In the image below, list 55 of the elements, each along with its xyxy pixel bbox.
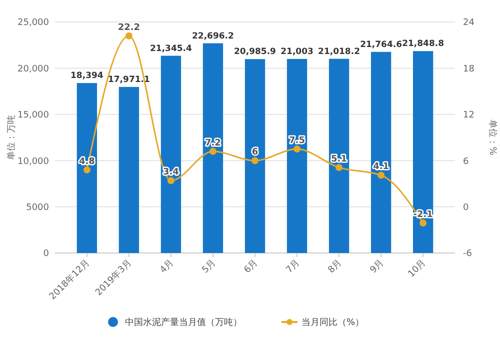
y-tick-label: 10,000 <box>18 156 50 167</box>
data-label: 6 <box>252 148 258 158</box>
x-tick-label: 5月 <box>200 258 218 276</box>
y2-tick-label: -6 <box>463 249 472 260</box>
data-label: 21,018.2 <box>318 46 360 57</box>
bar <box>202 43 224 253</box>
data-label: 22.2 <box>118 22 140 33</box>
y2-tick-label: 24 <box>463 18 475 28</box>
x-tick-label: 4月 <box>158 258 176 276</box>
y-tick-label: 5000 <box>26 202 50 213</box>
data-label: 21,345.4 <box>150 44 192 54</box>
bar <box>286 58 308 253</box>
point <box>336 164 343 172</box>
y-axis-title: 单位：万吨 <box>6 115 17 160</box>
data-label: 22,696.2 <box>192 31 234 42</box>
bar <box>76 83 98 253</box>
bar <box>412 51 434 253</box>
x-tick-label: 10月 <box>406 258 428 280</box>
y2-axis-title: 单位：% <box>487 120 498 156</box>
data-label: 18,394 <box>70 71 104 82</box>
bar <box>328 58 350 253</box>
point <box>125 32 132 40</box>
y2-tick-label: 0 <box>463 202 469 213</box>
x-tick-label: 9月 <box>368 258 386 276</box>
y2-tick-label: 6 <box>463 156 469 167</box>
bar <box>370 52 392 253</box>
point <box>378 172 385 179</box>
data-label: 7.5 <box>289 136 305 146</box>
point <box>420 219 427 226</box>
legend-label: 中国水泥产量当月值（万吨） <box>125 317 242 328</box>
data-label: 7.2 <box>205 138 221 148</box>
bar <box>160 56 182 253</box>
data-label: 21,764.6 <box>360 40 402 50</box>
x-tick-label: 8月 <box>326 258 344 276</box>
x-tick-label: 7月 <box>284 258 302 276</box>
bar <box>244 59 266 253</box>
y-tick-label: 15,000 <box>18 110 50 121</box>
data-label: 4.1 <box>373 162 390 172</box>
bar <box>118 86 140 253</box>
data-label: 21,848.8 <box>402 39 444 50</box>
data-label: 21,003 <box>280 46 314 57</box>
point <box>252 157 258 164</box>
x-tick-label: 6月 <box>242 258 260 276</box>
point <box>209 148 216 155</box>
legend-label: 当月同比（%） <box>302 317 364 328</box>
y2-tick-label: 12 <box>463 110 474 121</box>
y-tick-label: 25,000 <box>18 18 50 28</box>
point <box>83 166 90 174</box>
data-label: 5.1 <box>331 154 348 165</box>
point <box>294 146 301 153</box>
y2-tick-label: 18 <box>463 64 475 74</box>
y-tick-label: 20,000 <box>18 64 50 74</box>
y-tick-label: 0 <box>43 249 50 260</box>
data-label: 20,985.9 <box>234 47 276 58</box>
point <box>167 177 174 184</box>
